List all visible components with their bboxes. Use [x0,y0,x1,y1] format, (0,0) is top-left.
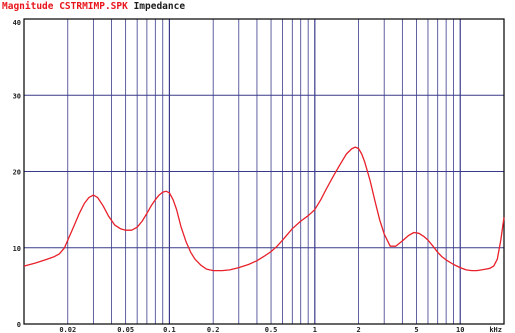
x-tick-label: 1 [313,326,317,333]
x-tick-label: 0.5 [265,326,278,333]
y-tick-label: 0 [17,321,21,329]
curve-layer [23,146,505,272]
y-tick-label: 10 [13,245,21,253]
x-tick-label: 0.02 [59,326,76,333]
x-tick-labels: 0.02 0.05 0.1 0.2 0.5 1 2 5 10 kHz [59,326,502,333]
impedance-curve [23,146,505,272]
x-tick-label: 0.2 [207,326,220,333]
chart-title: Magnitude CSTRMIMP.SPK Impedance [2,0,185,14]
plot-frame [23,18,505,325]
chart-title-suffix: Impedance [133,1,186,12]
x-tick-label: 5 [414,326,418,333]
y-tick-label: 20 [13,169,21,177]
x-tick-label: 0.1 [163,326,176,333]
y-tick-labels: 0 10 20 30 40 [13,19,21,329]
x-tick-label: 10 [456,326,464,333]
grid [24,19,504,324]
chart-title-main: Magnitude CSTRMIMP.SPK [2,1,128,12]
x-unit-label: kHz [489,326,502,333]
y-tick-label: 40 [13,19,21,27]
x-tick-label: 2 [356,326,360,333]
y-tick-label: 30 [13,92,21,100]
x-tick-label: 0.05 [117,326,134,333]
